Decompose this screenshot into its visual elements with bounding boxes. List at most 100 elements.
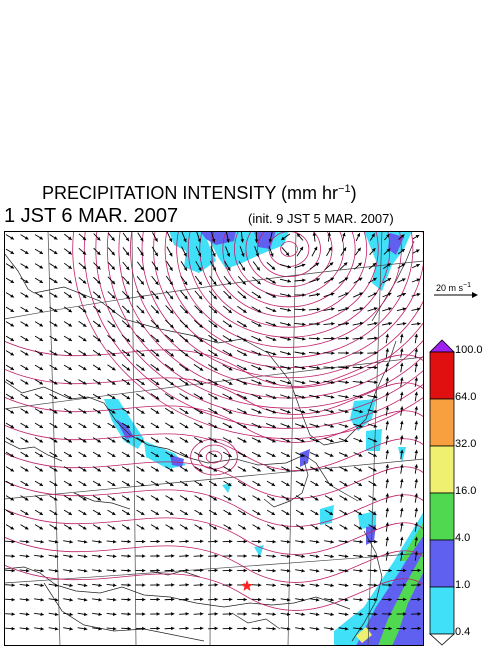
wind-vector bbox=[353, 277, 363, 284]
wind-vector bbox=[49, 292, 58, 298]
wind-vector bbox=[352, 409, 364, 414]
wind-vector bbox=[92, 379, 102, 385]
wind-vector bbox=[49, 524, 58, 530]
wind-vector bbox=[281, 524, 290, 530]
pressure-contour bbox=[245, 231, 333, 288]
wind-vector bbox=[137, 246, 144, 257]
wind-vector bbox=[414, 478, 419, 489]
wind-vector bbox=[5, 597, 15, 602]
wind-vector bbox=[324, 612, 334, 617]
wind-vector bbox=[107, 466, 116, 472]
wind-vector bbox=[208, 422, 218, 429]
wind-vector bbox=[280, 437, 291, 443]
wind-vector bbox=[92, 509, 102, 516]
wind-vector bbox=[252, 466, 261, 472]
pressure-contour bbox=[176, 231, 402, 348]
colorbar-level-label: 32.0 bbox=[455, 438, 477, 450]
wind-vector bbox=[294, 263, 306, 269]
wind-vector bbox=[308, 307, 321, 312]
wind-vector bbox=[339, 524, 348, 530]
wind-vector bbox=[223, 509, 232, 516]
wind-vector bbox=[150, 451, 160, 458]
wind-vector bbox=[266, 261, 276, 271]
pressure-contour bbox=[130, 231, 424, 389]
wind-vector bbox=[121, 334, 131, 343]
pressure-contour bbox=[205, 450, 223, 464]
wind-vector bbox=[150, 509, 160, 516]
wind-vector bbox=[193, 568, 204, 573]
wind-vector bbox=[295, 569, 305, 573]
wind-vector bbox=[107, 495, 116, 501]
wind-vector bbox=[237, 524, 247, 530]
coastline bbox=[73, 492, 131, 510]
wind-vector bbox=[121, 480, 131, 487]
precip-area bbox=[350, 399, 376, 431]
wind-vector bbox=[352, 336, 364, 341]
wind-vector bbox=[92, 437, 102, 443]
wind-vector bbox=[399, 406, 404, 416]
wind-vector bbox=[5, 626, 15, 631]
wind-vector bbox=[352, 395, 364, 399]
wind-vector bbox=[208, 597, 218, 602]
pressure-contour bbox=[72, 231, 424, 439]
wind-vector bbox=[78, 233, 87, 241]
precip-area bbox=[366, 429, 382, 451]
wind-vector bbox=[5, 263, 15, 269]
wind-vector bbox=[92, 568, 102, 573]
wind-vector bbox=[121, 583, 131, 587]
wind-vector bbox=[280, 568, 291, 573]
wind-vector bbox=[279, 365, 292, 370]
wind-vector bbox=[34, 292, 44, 298]
wind-vector bbox=[34, 466, 44, 472]
pressure-contour bbox=[4, 508, 424, 555]
wind-vector bbox=[295, 612, 305, 617]
wind-vector bbox=[324, 598, 334, 602]
wind-vector bbox=[121, 554, 131, 558]
wind-vector bbox=[399, 377, 404, 387]
wind-vector bbox=[352, 380, 364, 385]
wind-vector bbox=[382, 626, 392, 631]
wind-vector bbox=[323, 394, 335, 399]
wind-vector bbox=[135, 612, 146, 616]
wind-vector bbox=[310, 466, 319, 472]
wind-vector bbox=[34, 263, 44, 269]
wind-vector bbox=[222, 626, 233, 631]
pressure-contour bbox=[4, 340, 424, 387]
wind-vector bbox=[63, 248, 73, 255]
wind-vector bbox=[338, 539, 349, 544]
wind-vector bbox=[179, 349, 189, 357]
wind-vector bbox=[164, 597, 175, 602]
wind-vector bbox=[280, 408, 291, 414]
pressure-contour bbox=[4, 480, 424, 527]
wind-vector bbox=[251, 335, 262, 342]
wind-vector bbox=[5, 335, 15, 342]
wind-vector bbox=[279, 307, 292, 312]
wind-vector bbox=[121, 305, 131, 314]
wind-vector bbox=[367, 380, 378, 385]
wind-vector bbox=[309, 598, 320, 602]
wind-vector bbox=[367, 554, 378, 558]
wind-vector bbox=[368, 509, 377, 516]
wind-vector bbox=[266, 583, 276, 587]
wind-vector bbox=[338, 292, 349, 298]
wind-vector bbox=[338, 423, 349, 428]
wind-vector bbox=[180, 275, 188, 286]
wind-vector bbox=[308, 336, 321, 341]
wind-vector bbox=[323, 409, 335, 414]
graticule-line bbox=[4, 458, 424, 500]
wind-vector bbox=[312, 232, 317, 242]
wind-vector bbox=[179, 568, 189, 573]
wind-vector bbox=[5, 524, 15, 530]
wind-vector bbox=[266, 451, 276, 458]
wind-vector bbox=[208, 495, 218, 501]
wind-vector bbox=[34, 597, 44, 602]
wind-vector bbox=[237, 437, 247, 443]
coastline bbox=[4, 440, 63, 462]
wind-vector bbox=[252, 524, 261, 530]
wind-vector bbox=[5, 437, 15, 443]
wind-vector bbox=[354, 262, 362, 270]
wind-vector bbox=[208, 568, 218, 573]
wind-vector bbox=[107, 378, 116, 386]
wind-vector bbox=[165, 509, 174, 516]
precip-area bbox=[300, 449, 310, 467]
